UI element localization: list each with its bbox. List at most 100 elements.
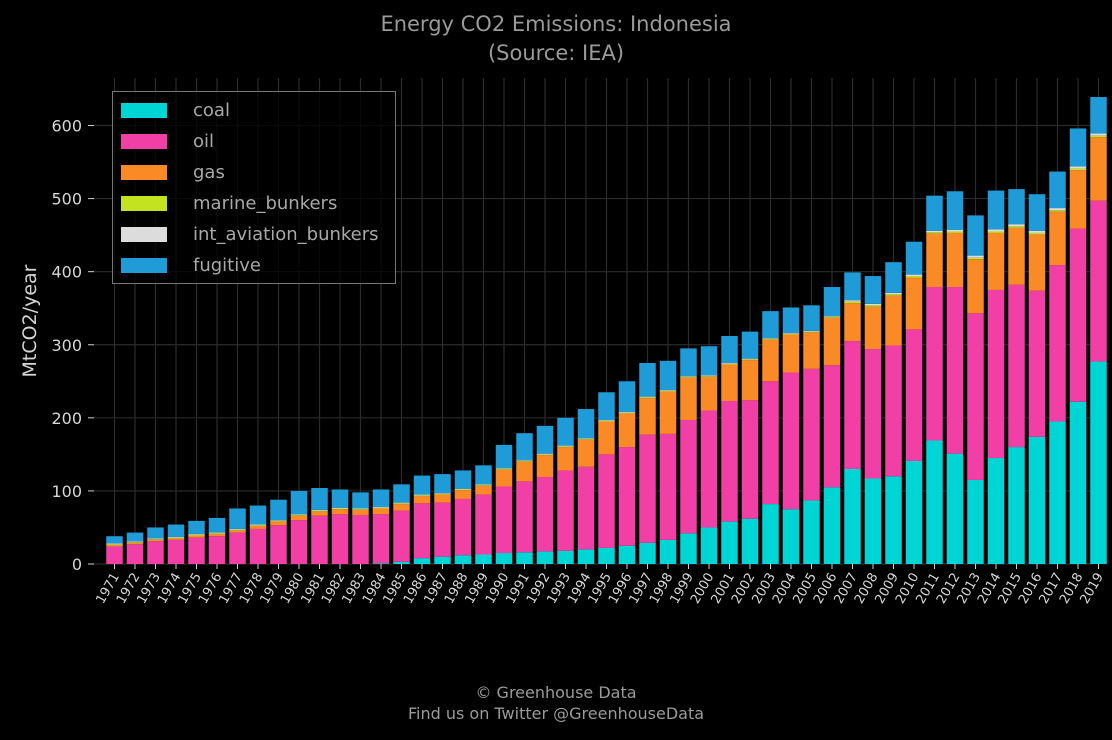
bar-segment-coal	[700, 527, 718, 564]
bar-segment-fugitive	[331, 489, 349, 508]
bar-segment-gas	[311, 511, 328, 516]
bar-segment-coal	[844, 468, 861, 564]
bar-segment-gas	[721, 364, 738, 402]
bar-segment-fugitive	[290, 490, 308, 515]
bar-segment-int_aviation_bunkers	[147, 538, 164, 540]
legend-label: gas	[193, 161, 225, 183]
bar-segment-gas	[495, 469, 513, 487]
bar-segment-marine_bunkers	[413, 495, 431, 497]
bar-segment-fugitive	[1028, 194, 1046, 231]
bar-segment-oil	[926, 287, 943, 441]
bar-segment-marine_bunkers	[475, 485, 492, 486]
bar-segment-marine_bunkers	[721, 363, 738, 365]
bar-segment-int_aviation_bunkers	[741, 358, 759, 360]
bar-segment-fugitive	[1069, 128, 1087, 167]
bar-segment-oil	[700, 410, 718, 528]
bar-segment-gas	[926, 233, 943, 288]
bar-segment-oil	[762, 381, 779, 505]
bar-segment-oil	[680, 420, 697, 534]
bar-segment-gas	[803, 332, 820, 369]
bar-segment-gas	[516, 461, 533, 482]
bar-segment-fugitive	[106, 536, 123, 544]
legend-item-fugitive: fugitive	[121, 254, 261, 276]
bar-segment-oil	[290, 520, 308, 564]
bar-segment-marine_bunkers	[987, 231, 1005, 233]
bar-segment-oil	[1028, 290, 1046, 437]
bar-segment-marine_bunkers	[352, 509, 369, 510]
bar-segment-fugitive	[311, 487, 328, 510]
legend: coal oil gas marine_bunkers int_aviation_bun…	[112, 91, 396, 284]
y-tick-label: 600	[51, 117, 82, 136]
bar-segment-int_aviation_bunkers	[270, 520, 287, 521]
bar-segment-int_aviation_bunkers	[1069, 166, 1087, 169]
bar-segment-coal	[967, 479, 984, 564]
y-axis-label: MtCO2/year	[19, 264, 41, 378]
bar-segment-gas	[229, 530, 246, 533]
bar-segment-coal	[1049, 421, 1066, 564]
bar-segment-fugitive	[1008, 189, 1025, 225]
legend-label: marine_bunkers	[193, 192, 338, 214]
bar-segment-marine_bunkers	[1008, 226, 1025, 228]
bar-segment-coal	[434, 556, 451, 564]
bar-segment-oil	[905, 329, 923, 461]
bar-segment-coal	[475, 554, 492, 564]
bar-segment-marine_bunkers	[434, 493, 451, 495]
bar-segment-int_aviation_bunkers	[926, 230, 943, 233]
bar-segment-oil	[393, 510, 410, 562]
y-tick-label: 400	[51, 263, 82, 282]
bar-segment-oil	[331, 514, 349, 564]
bar-segment-oil	[987, 289, 1005, 459]
bar-segment-gas	[762, 339, 779, 382]
bar-segment-coal	[1090, 361, 1107, 564]
bar-segment-int_aviation_bunkers	[905, 274, 923, 277]
bar-segment-fugitive	[762, 311, 779, 339]
bar-segment-coal	[721, 521, 738, 564]
legend-swatch	[121, 226, 167, 242]
bar-segment-gas	[864, 306, 882, 350]
bar-segment-gas	[885, 295, 902, 346]
bar-segment-coal	[454, 555, 472, 564]
bar-segment-int_aviation_bunkers	[823, 316, 841, 317]
bar-segment-marine_bunkers	[946, 231, 964, 233]
legend-label: fugitive	[193, 254, 261, 276]
bar-segment-int_aviation_bunkers	[721, 363, 738, 364]
bar-segment-fugitive	[823, 287, 841, 317]
bar-segment-oil	[639, 434, 656, 543]
bar-segment-fugitive	[270, 499, 287, 521]
bar-segment-int_aviation_bunkers	[331, 507, 349, 509]
bar-segment-marine_bunkers	[741, 359, 759, 361]
bar-segment-coal	[987, 458, 1005, 564]
legend-label: coal	[193, 99, 230, 121]
bar-segment-marine_bunkers	[126, 542, 144, 543]
bar-segment-int_aviation_bunkers	[516, 460, 533, 461]
bar-segment-int_aviation_bunkers	[946, 230, 964, 232]
bar-segment-fugitive	[844, 272, 861, 301]
bar-segment-coal	[782, 509, 800, 564]
bar-segment-gas	[1008, 227, 1025, 285]
bar-segment-coal	[823, 487, 841, 564]
bar-segment-coal	[516, 552, 533, 564]
bar-segment-coal	[926, 440, 943, 564]
bar-segment-oil	[352, 515, 369, 564]
bar-segment-oil	[659, 433, 677, 540]
bar-segment-int_aviation_bunkers	[475, 484, 492, 486]
bar-segment-oil	[147, 541, 164, 564]
bar-segment-fugitive	[147, 527, 164, 539]
bar-segment-gas	[680, 377, 697, 421]
bar-segment-marine_bunkers	[700, 376, 718, 377]
bar-segment-coal	[803, 500, 820, 564]
legend-swatch	[121, 164, 167, 180]
bar-segment-oil	[598, 454, 615, 548]
bar-segment-oil	[208, 536, 226, 564]
legend-item-coal: coal	[121, 99, 230, 121]
bar-segment-gas	[188, 535, 205, 538]
bar-segment-gas	[249, 526, 267, 529]
bar-segment-marine_bunkers	[823, 316, 841, 318]
legend-label: oil	[193, 130, 215, 152]
bar-segment-marine_bunkers	[618, 412, 636, 414]
bar-segment-fugitive	[946, 191, 964, 231]
bar-segment-int_aviation_bunkers	[639, 396, 656, 398]
bar-segment-coal	[885, 476, 902, 564]
legend-swatch	[121, 102, 167, 118]
bar-segment-int_aviation_bunkers	[557, 445, 574, 447]
